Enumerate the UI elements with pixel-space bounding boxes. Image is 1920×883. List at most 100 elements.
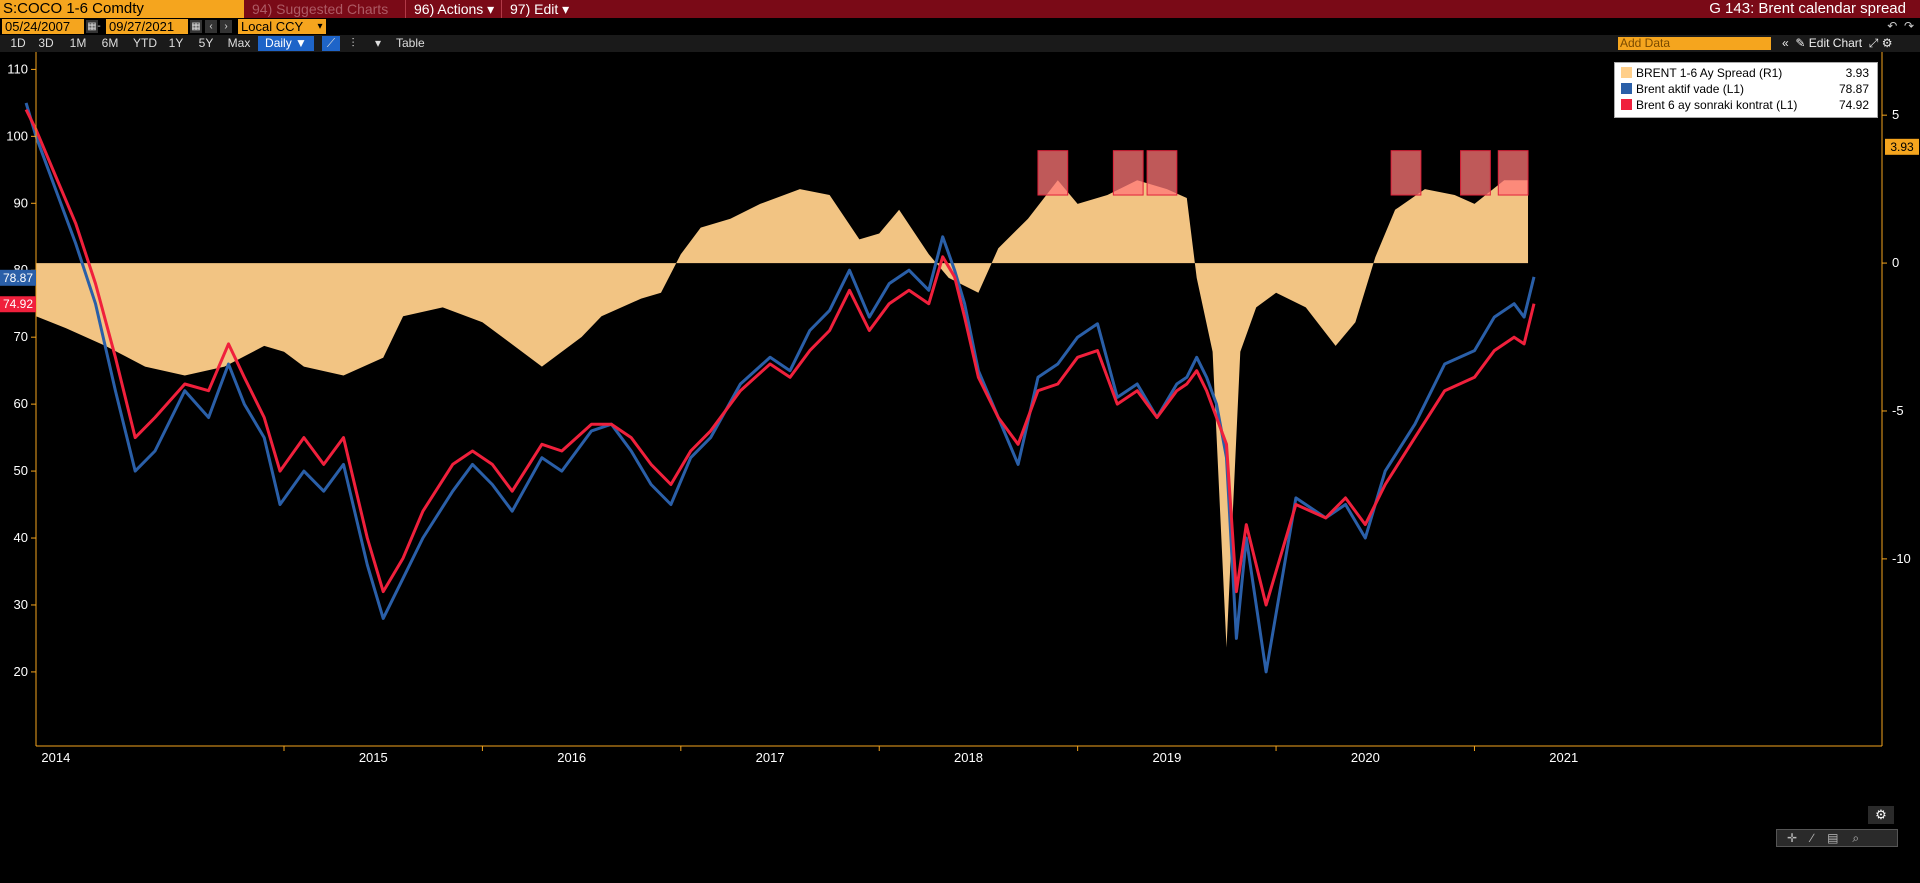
active-price-line [24, 102, 1536, 674]
value-tag-box [0, 269, 36, 286]
legend-entry-active: Brent aktif vade (L1) 78.87 [1621, 81, 1871, 97]
redo-icon[interactable]: ↷ [1903, 19, 1914, 33]
edit-menu[interactable]: 97) Edit ▾ [510, 1, 570, 17]
highlight-box-3 [1146, 150, 1178, 196]
chevron-down-icon[interactable]: ▾ [374, 36, 382, 50]
calendar-icon[interactable]: ▦ [86, 20, 98, 33]
actions-menu[interactable]: 96) Actions ▾ [408, 0, 502, 18]
y-left-tick-label: 110 [7, 61, 28, 76]
next-arrow-icon[interactable]: › [220, 20, 232, 33]
date-toolbar: 05/24/2007 ▦ - 09/27/2021 ▦ ‹ › Local CC… [0, 18, 1920, 35]
x-tick-label: 2016 [557, 750, 586, 765]
legend-label: Brent 6 ay sonraki kontrat (L1) [1636, 98, 1798, 112]
highlight-box-2 [1112, 150, 1144, 196]
highlight-box-5 [1460, 150, 1491, 196]
crosshair-icon[interactable]: ✛ [1787, 831, 1812, 845]
highlight-layer [1037, 150, 1529, 196]
legend-entry-six-month: Brent 6 ay sonraki kontrat (L1) 74.92 [1621, 97, 1871, 113]
double-chevron-left-icon[interactable]: « [1782, 36, 1789, 50]
range-toolbar: 1D 3D 1M 6M YTD 1Y 5Y Max Daily ▼ ⟋ ⫶ ▾ … [0, 35, 1920, 52]
edit-chart-label: Edit Chart [1808, 36, 1863, 50]
chart-toolbar: ✛∕▤⌕ [1776, 829, 1898, 847]
y-right-tick-label: 5 [1892, 107, 1899, 122]
y-left-tick-label: 90 [14, 195, 28, 210]
six-month-price-line [24, 108, 1536, 607]
y-left-tick-label: 30 [14, 597, 28, 612]
price-lines-layer [24, 102, 1536, 674]
legend-swatch [1621, 83, 1632, 94]
undo-icon[interactable]: ↶ [1887, 19, 1898, 33]
table-button[interactable]: Table [396, 36, 425, 50]
range-1y-button[interactable]: 1Y [168, 36, 184, 50]
legend-swatch [1621, 99, 1632, 110]
highlight-box-4 [1390, 150, 1422, 196]
legend-swatch [1621, 67, 1632, 78]
spread-area [36, 180, 1529, 648]
chevron-down-icon[interactable]: ▾ [317, 21, 323, 32]
draw-icon[interactable]: ∕ [1811, 831, 1828, 845]
bar-chart-icon[interactable]: ⫶ [351, 36, 355, 50]
x-tick-label: 2021 [1549, 750, 1578, 765]
window-tools: ↶ ↷ [1887, 19, 1914, 33]
highlight-box-6 [1497, 150, 1529, 196]
currency-select[interactable]: Local CCY [238, 19, 326, 34]
x-tick-label: 2017 [756, 750, 785, 765]
y-right-tick-label: -5 [1892, 403, 1904, 418]
y-left-tick-label: 70 [14, 329, 28, 344]
x-tick-label: 2018 [954, 750, 983, 765]
y-left-tick-label: 100 [6, 128, 28, 143]
range-3d-button[interactable]: 3D [38, 36, 54, 50]
legend-value: 78.87 [1838, 82, 1869, 96]
date-separator: - [97, 21, 101, 32]
ticker-field[interactable]: S:COCO 1-6 Comdty [0, 0, 244, 18]
range-ytd-button[interactable]: YTD [133, 36, 157, 50]
chart-settings-icon[interactable]: ⚙ [1868, 806, 1894, 824]
suggested-charts-menu[interactable]: 94) Suggested Charts [246, 0, 406, 18]
window-title: G 143: Brent calendar spread [1709, 0, 1906, 17]
zoom-icon[interactable]: ⌕ [1852, 831, 1874, 845]
value-tag-label: 74.92 [3, 297, 33, 311]
y-left-tick-label: 60 [14, 396, 28, 411]
x-tick-label: 2014 [41, 750, 70, 765]
expand-icon[interactable]: ⤢ [1868, 36, 1879, 50]
range-1d-button[interactable]: 1D [10, 36, 26, 50]
value-tags-layer: 78.87 74.92 3.93 [0, 138, 1919, 313]
title-bar: S:COCO 1-6 Comdty 94) Suggested Charts 9… [0, 0, 1920, 18]
value-tag-label: 78.87 [3, 271, 33, 285]
start-date-input[interactable]: 05/24/2007 [2, 19, 84, 34]
prev-arrow-icon[interactable]: ‹ [205, 20, 217, 33]
y-right-tick-label: 0 [1892, 255, 1899, 270]
value-tag-box [1885, 138, 1919, 155]
range-6m-button[interactable]: 6M [101, 36, 119, 50]
y-left-tick-label: 50 [14, 463, 28, 478]
highlight-box-1 [1037, 150, 1069, 196]
gear-icon[interactable]: ⚙ [1881, 36, 1893, 50]
value-tag-label: 3.93 [1890, 140, 1914, 154]
legend-value: 74.92 [1838, 98, 1869, 112]
end-date-input[interactable]: 09/27/2021 [106, 19, 188, 34]
edit-icon: ✎ [1795, 36, 1806, 50]
y-left-tick-label: 40 [14, 530, 28, 545]
range-5y-button[interactable]: 5Y [198, 36, 214, 50]
chart-legend[interactable]: BRENT 1-6 Ay Spread (R1) 3.93 Brent aktif… [1614, 62, 1878, 118]
legend-label: Brent aktif vade (L1) [1636, 82, 1745, 96]
edit-chart-button[interactable]: « ✎ Edit Chart ⤢ ⚙ [1782, 35, 1893, 52]
y-left-tick-label: 20 [14, 664, 28, 679]
value-tag-box [0, 296, 36, 313]
add-data-input[interactable]: Add Data [1618, 37, 1771, 50]
calendar-icon[interactable]: ▦ [190, 20, 202, 33]
x-tick-label: 2019 [1152, 750, 1181, 765]
frequency-select[interactable]: Daily ▼ [258, 36, 314, 51]
legend-entry-spread: BRENT 1-6 Ay Spread (R1) 3.93 [1621, 65, 1871, 81]
range-1m-button[interactable]: 1M [69, 36, 87, 50]
x-tick-label: 2015 [359, 750, 388, 765]
table-icon[interactable]: ▤ [1827, 831, 1853, 845]
spread-area-layer [36, 180, 1529, 648]
x-tick-label: 2020 [1351, 750, 1380, 765]
legend-label: BRENT 1-6 Ay Spread (R1) [1636, 66, 1783, 80]
range-max-button[interactable]: Max [227, 36, 251, 50]
legend-value: 3.93 [1845, 66, 1869, 80]
line-chart-icon[interactable]: ⟋ [322, 36, 340, 51]
